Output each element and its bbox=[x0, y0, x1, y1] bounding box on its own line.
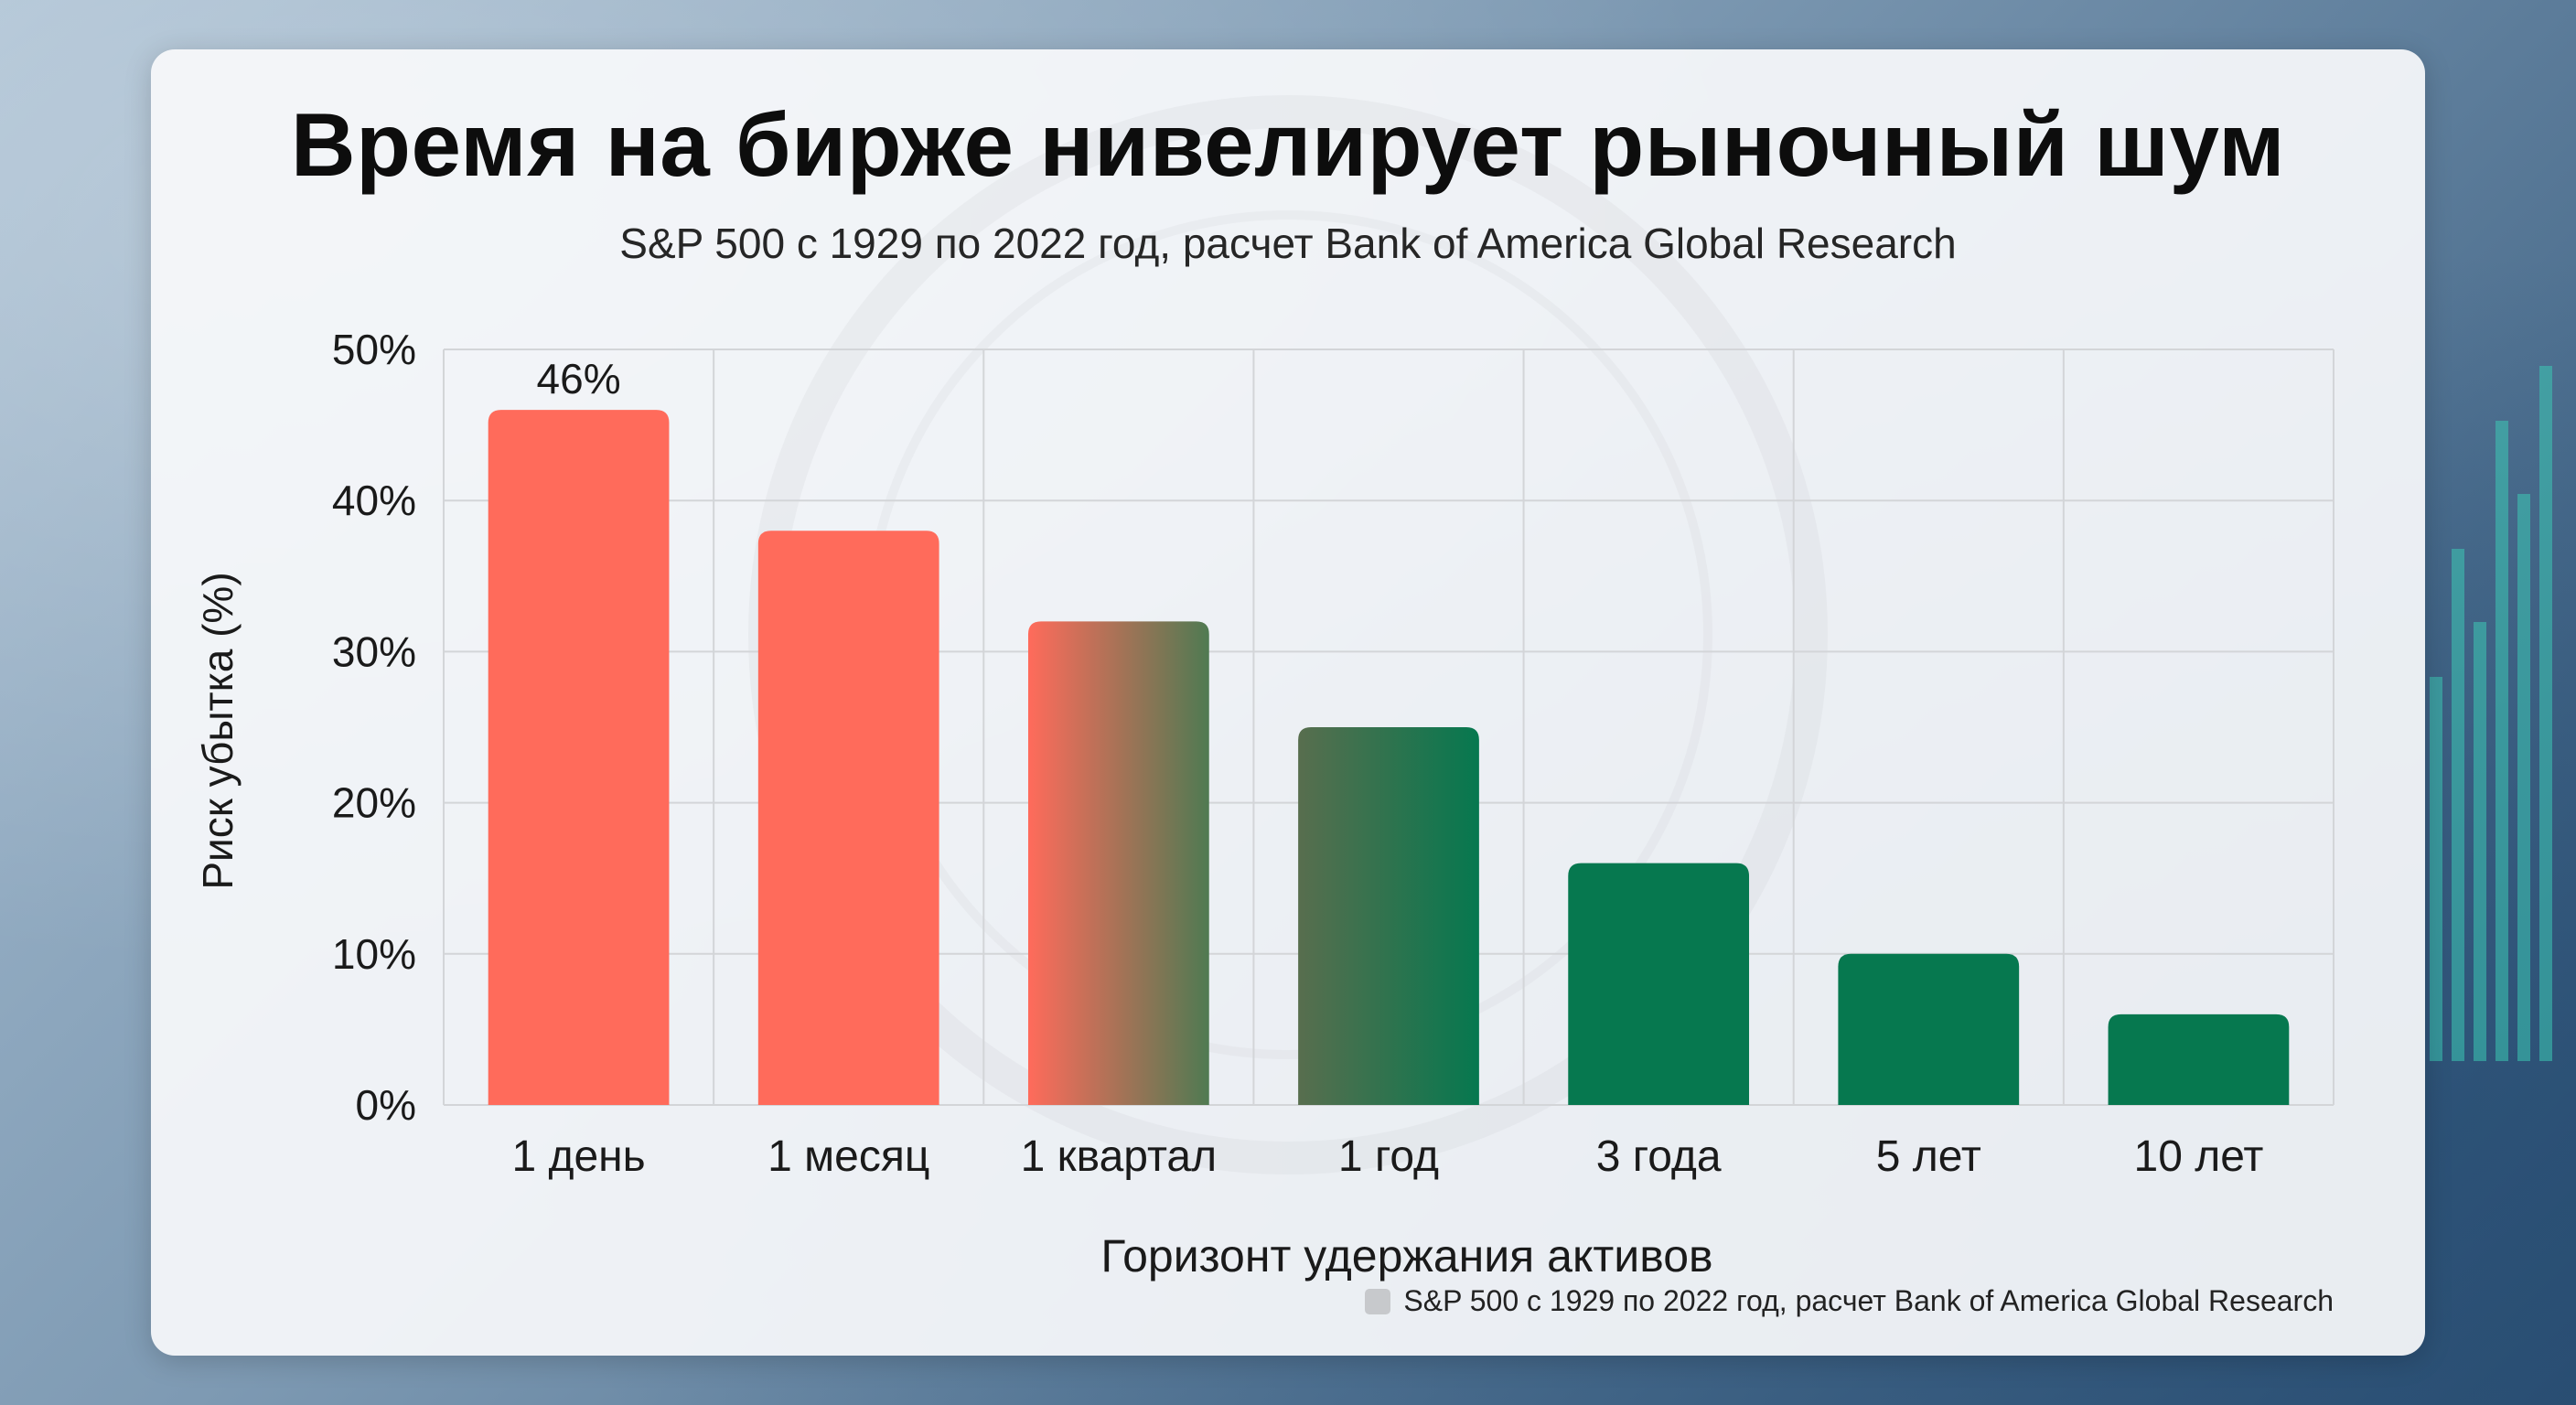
bar-chart-plot: 0% 10% 20% 30% 40% 50% 1 день 1 месяц 1 квартал… bbox=[332, 326, 2334, 1181]
legend-swatch bbox=[1365, 1288, 1391, 1314]
x-tick-label: 3 года bbox=[1596, 1132, 1722, 1181]
y-axis-label: Риск убытка (%) bbox=[194, 572, 242, 890]
bars bbox=[488, 410, 2290, 1106]
x-axis-label: Горизонт удержания активов bbox=[1100, 1230, 1713, 1282]
legend-label: S&P 500 с 1929 по 2022 год, расчет Bank … bbox=[1403, 1284, 2334, 1317]
x-tick-label: 1 день bbox=[511, 1132, 645, 1181]
x-tick-label: 1 квартал bbox=[1021, 1132, 1217, 1181]
y-tick-label: 30% bbox=[332, 627, 416, 675]
bar-3 bbox=[1027, 621, 1209, 1105]
y-tick-label: 0% bbox=[356, 1081, 416, 1129]
bar-7 bbox=[2108, 1014, 2290, 1105]
x-tick-labels: 1 день 1 месяц 1 квартал 1 год 3 года 5 лет 10… bbox=[511, 1132, 2263, 1181]
legend: S&P 500 с 1929 по 2022 год, расчет Bank … bbox=[1365, 1284, 2334, 1318]
y-tick-label: 10% bbox=[332, 930, 416, 978]
x-tick-label: 1 месяц bbox=[767, 1132, 929, 1181]
y-tick-labels: 0% 10% 20% 30% 40% 50% bbox=[332, 326, 416, 1129]
x-tick-label: 1 год bbox=[1338, 1132, 1439, 1181]
bar-4 bbox=[1298, 727, 1479, 1105]
background-decor-bars bbox=[2420, 238, 2576, 1061]
chart-card: Время на бирже нивелирует рыночный шум S… bbox=[151, 49, 2425, 1356]
bar-1 bbox=[488, 410, 670, 1106]
data-label: 46% bbox=[537, 355, 621, 402]
x-tick-label: 10 лет bbox=[2134, 1132, 2264, 1181]
bar-5 bbox=[1568, 863, 1750, 1105]
y-tick-label: 50% bbox=[332, 326, 416, 373]
bar-2 bbox=[757, 531, 939, 1105]
chart-subtitle: S&P 500 с 1929 по 2022 год, расчет Bank … bbox=[619, 220, 1957, 267]
x-tick-label: 5 лет bbox=[1876, 1132, 1981, 1181]
y-tick-label: 20% bbox=[332, 779, 416, 827]
bar-6 bbox=[1838, 953, 2020, 1105]
y-tick-label: 40% bbox=[332, 477, 416, 524]
data-labels: 46% bbox=[537, 355, 621, 402]
chart-title: Время на бирже нивелирует рыночный шум bbox=[290, 94, 2286, 195]
